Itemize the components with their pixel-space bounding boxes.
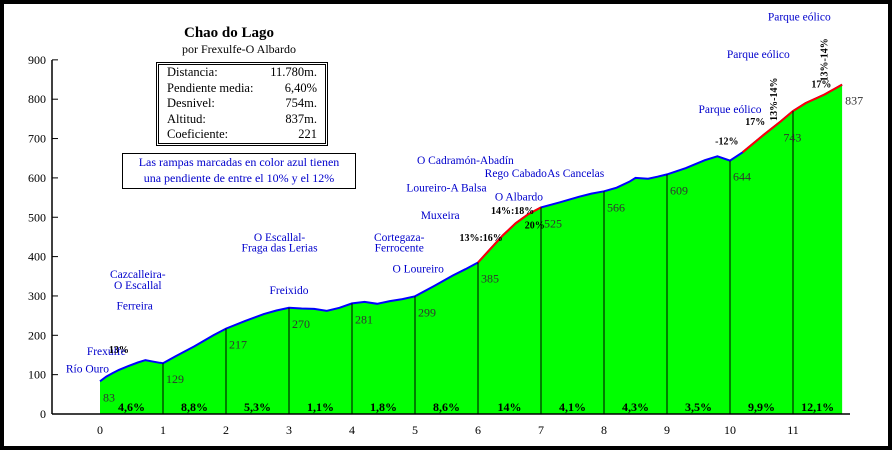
y-tick-label: 400: [28, 250, 46, 264]
segment-slope-label: 14%: [498, 400, 522, 414]
ramp-label: 13%:16%: [459, 233, 502, 244]
x-tick-label: 7: [538, 423, 544, 437]
place-label: Freixido: [270, 285, 309, 297]
ramp-note: Las rampas marcadas en color azul tienen…: [122, 153, 356, 189]
x-tick-label: 1: [160, 423, 166, 437]
place-label: O Albardo: [495, 191, 543, 203]
chart-title: Chao do Lago: [184, 25, 274, 41]
place-label: Parque eólico: [768, 12, 831, 24]
place-label: Cortegaza-: [374, 232, 425, 244]
x-tick-label: 4: [349, 423, 355, 437]
place-label: Frexulfe: [87, 346, 126, 358]
ramp-note-line: Las rampas marcadas en color azul tienen: [138, 155, 340, 169]
x-tick-label: 2: [223, 423, 229, 437]
y-tick-label: 500: [28, 210, 46, 224]
place-label: Ferreira: [116, 301, 152, 313]
place-label: O Escallal-: [254, 232, 306, 244]
y-tick-label: 300: [28, 289, 46, 303]
y-tick-label: 700: [28, 132, 46, 146]
altitude-label: 837: [845, 94, 863, 108]
altitude-label: 281: [355, 312, 373, 326]
altitude-label: 609: [670, 183, 688, 197]
place-label: Muxeira: [421, 210, 460, 222]
altitude-label: 566: [607, 200, 625, 214]
y-tick-label: 200: [28, 328, 46, 342]
segment-slope-label: 3,5%: [685, 400, 712, 414]
place-label: O Cadramón-Abadín: [417, 155, 514, 167]
ramp-label: 13%-14%: [769, 78, 780, 121]
segment-slope-label: 1,1%: [307, 400, 334, 414]
y-tick-label: 600: [28, 171, 46, 185]
segment-slope-label: 4,3%: [622, 400, 649, 414]
stats-row: Altitud: 837m.: [167, 111, 317, 126]
steep-ramp-line: [741, 83, 843, 154]
segment-slope-label: 12,1%: [801, 400, 834, 414]
ramp-label: 17%: [811, 79, 831, 90]
y-tick-label: 100: [28, 368, 46, 382]
x-tick-label: 11: [787, 423, 799, 437]
ramp-label: 13%: [109, 345, 129, 356]
place-label: Ferrocente: [375, 242, 424, 254]
y-tick-label: 900: [28, 53, 46, 67]
ramp-label: 17%: [745, 117, 765, 128]
place-label: Loureiro-A Balsa: [406, 183, 486, 195]
segment-slope-label: 8,6%: [433, 400, 460, 414]
y-tick-label: 800: [28, 92, 46, 106]
place-label: O Loureiro: [392, 263, 444, 275]
x-tick-label: 6: [475, 423, 481, 437]
segment-slope-label: 1,8%: [370, 400, 397, 414]
x-tick-label: 9: [664, 423, 670, 437]
segment-slope-label: 4,1%: [559, 400, 586, 414]
altitude-label: 644: [733, 170, 751, 184]
chart-subtitle: por Frexulfe-O Albardo: [182, 42, 296, 56]
x-tick-label: 3: [286, 423, 292, 437]
y-tick-label: 0: [40, 407, 46, 421]
segment-slope-label: 4,6%: [118, 400, 145, 414]
place-label: Parque eólico: [699, 104, 762, 116]
altitude-label: 385: [481, 272, 499, 286]
ramp-label: 13%-14%: [820, 38, 831, 81]
segment-slope-label: 9,9%: [748, 400, 775, 414]
ramp-label: 20%: [525, 220, 545, 231]
ramp-label: 14%:18%: [491, 206, 534, 217]
place-label: O Escallal: [114, 280, 162, 292]
place-label: Fraga das Lerias: [242, 242, 319, 254]
stats-box: Distancia: 11.780m. Pendiente media: 6,40%…: [156, 62, 328, 146]
place-label: As Cancelas: [547, 168, 605, 180]
ramp-label: -12%: [715, 136, 738, 147]
place-label: Parque eólico: [727, 49, 790, 61]
altitude-label: 129: [166, 372, 184, 386]
x-tick-label: 8: [601, 423, 607, 437]
segment-slope-label: 5,3%: [244, 400, 271, 414]
segment-slope-label: 8,8%: [181, 400, 208, 414]
altitude-label: 743: [783, 131, 801, 145]
place-label: Río Ouro: [66, 364, 109, 376]
x-tick-label: 5: [412, 423, 418, 437]
ramp-note-line: una pendiente de entre el 10% y el 12%: [143, 171, 335, 185]
stats-row: Desnivel: 754m.: [167, 96, 317, 110]
altitude-label: 83: [103, 390, 115, 404]
profile-line: [99, 83, 843, 383]
stats-row: Pendiente media: 6,40%: [167, 80, 317, 95]
place-label: Rego Cabado: [485, 168, 548, 180]
altitude-label: 299: [418, 305, 436, 319]
place-label: Cazcalleira-: [110, 269, 166, 281]
steep-ramp-line: [477, 206, 542, 264]
x-tick-label: 10: [724, 423, 736, 437]
altitude-label: 217: [229, 338, 247, 352]
stats-row: Coeficiente: 221: [167, 127, 317, 141]
x-tick-label: 0: [97, 423, 103, 437]
altitude-label: 270: [292, 317, 310, 331]
stats-row: Distancia: 11.780m.: [167, 65, 317, 79]
altitude-label: 525: [544, 216, 562, 230]
profile-area: [100, 84, 843, 414]
